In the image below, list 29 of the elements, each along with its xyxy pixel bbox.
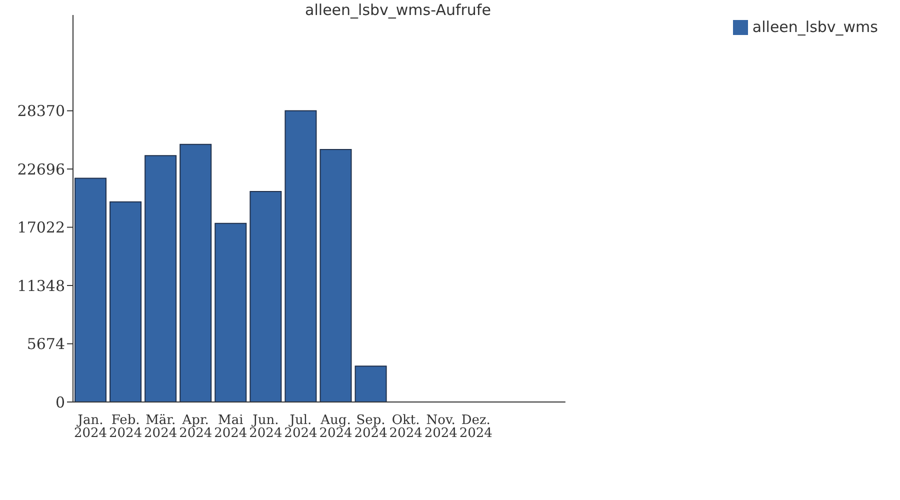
bar bbox=[214, 222, 247, 402]
y-tick-label: 17022 bbox=[17, 218, 65, 237]
x-tick-label: Mär. 2024 bbox=[144, 413, 178, 441]
bar bbox=[354, 366, 387, 402]
x-tick-label: Jul. 2024 bbox=[284, 413, 318, 441]
bar bbox=[144, 155, 177, 402]
x-tick-label: Feb. 2024 bbox=[109, 413, 142, 441]
x-tick-label: Jan. 2024 bbox=[74, 413, 108, 441]
bar bbox=[284, 110, 317, 402]
x-tick-label: Mai 2024 bbox=[214, 413, 248, 441]
y-tick-label: 11348 bbox=[17, 276, 65, 295]
bar bbox=[180, 144, 212, 402]
y-tick-label: 0 bbox=[55, 393, 65, 412]
x-tick-label: Okt. 2024 bbox=[389, 413, 422, 441]
x-tick-label: Sep. 2024 bbox=[354, 413, 388, 441]
x-tick-label: Apr. 2024 bbox=[179, 413, 212, 441]
y-tick-label: 22696 bbox=[17, 160, 65, 178]
bar bbox=[250, 191, 282, 402]
x-tick-label: Aug. 2024 bbox=[319, 413, 352, 441]
y-tick-label: 5674 bbox=[26, 335, 65, 354]
chart-title: alleen_lsbv_wms-Aufrufe bbox=[304, 1, 492, 19]
x-tick-label: Nov. 2024 bbox=[424, 413, 458, 441]
bar bbox=[74, 178, 106, 402]
y-tick-label: 28370 bbox=[17, 102, 65, 120]
x-tick-label: Dez. 2024 bbox=[459, 413, 492, 441]
x-tick-label: Jun. 2024 bbox=[249, 413, 282, 441]
legend-label: alleen_lsbv_wms bbox=[752, 18, 878, 36]
bar bbox=[110, 201, 142, 402]
bar bbox=[320, 148, 352, 402]
